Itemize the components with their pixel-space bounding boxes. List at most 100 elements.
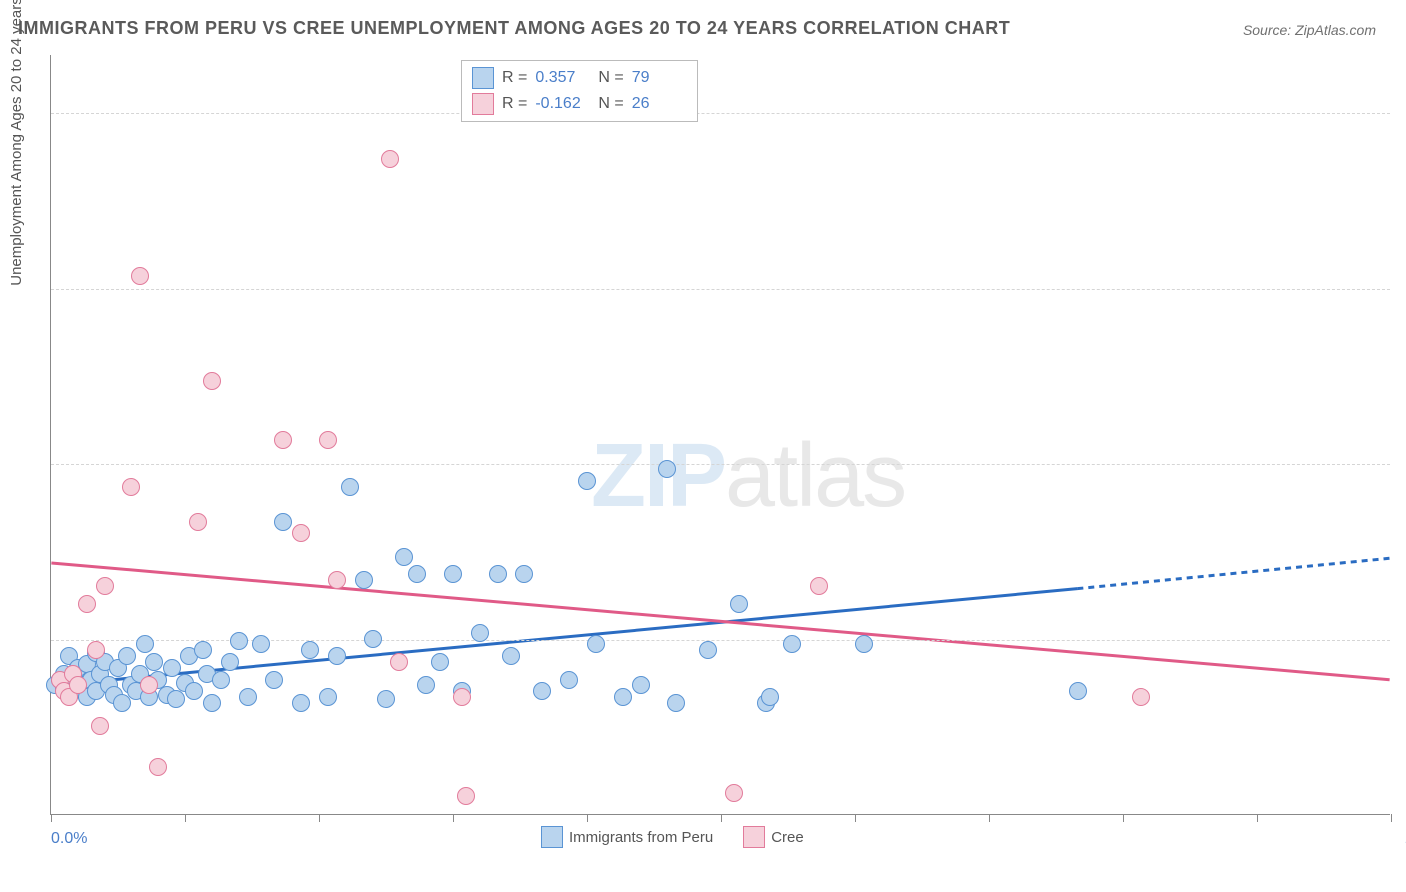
x-tick bbox=[989, 814, 990, 822]
scatter-point bbox=[122, 478, 140, 496]
scatter-point bbox=[87, 641, 105, 659]
watermark: ZIPatlas bbox=[591, 425, 905, 528]
legend-swatch bbox=[472, 93, 494, 115]
scatter-point bbox=[533, 682, 551, 700]
chart-title: IMMIGRANTS FROM PERU VS CREE UNEMPLOYMEN… bbox=[18, 18, 1010, 39]
x-tick bbox=[453, 814, 454, 822]
scatter-point bbox=[515, 565, 533, 583]
scatter-point bbox=[131, 267, 149, 285]
scatter-point bbox=[149, 758, 167, 776]
series-legend-item: Cree bbox=[743, 826, 804, 848]
stats-legend: R =0.357N =79R =-0.162N =26 bbox=[461, 60, 698, 122]
scatter-point bbox=[1069, 682, 1087, 700]
scatter-point bbox=[319, 688, 337, 706]
scatter-point bbox=[390, 653, 408, 671]
x-tick bbox=[51, 814, 52, 822]
series-name: Immigrants from Peru bbox=[569, 829, 713, 846]
scatter-point bbox=[560, 671, 578, 689]
watermark-zip: ZIP bbox=[591, 426, 725, 526]
x-tick bbox=[185, 814, 186, 822]
scatter-point bbox=[91, 717, 109, 735]
x-tick bbox=[855, 814, 856, 822]
source-attribution: Source: ZipAtlas.com bbox=[1243, 22, 1376, 38]
scatter-point bbox=[489, 565, 507, 583]
scatter-point bbox=[328, 647, 346, 665]
legend-swatch bbox=[743, 826, 765, 848]
scatter-point bbox=[725, 784, 743, 802]
scatter-point bbox=[319, 431, 337, 449]
scatter-point bbox=[185, 682, 203, 700]
scatter-point bbox=[355, 571, 373, 589]
trend-line-extrapolated bbox=[1077, 558, 1389, 588]
scatter-point bbox=[118, 647, 136, 665]
legend-swatch bbox=[472, 67, 494, 89]
scatter-point bbox=[381, 150, 399, 168]
plot-area: ZIPatlas 15.0%30.0%45.0%60.0% R =0.357N … bbox=[50, 55, 1390, 815]
n-label: N = bbox=[598, 95, 623, 113]
scatter-point bbox=[292, 694, 310, 712]
scatter-point bbox=[230, 632, 248, 650]
scatter-point bbox=[761, 688, 779, 706]
y-tick-label: 30.0% bbox=[1400, 455, 1406, 473]
scatter-point bbox=[578, 472, 596, 490]
scatter-point bbox=[301, 641, 319, 659]
scatter-point bbox=[699, 641, 717, 659]
n-value: 79 bbox=[632, 69, 687, 87]
r-label: R = bbox=[502, 95, 527, 113]
gridline bbox=[51, 289, 1390, 290]
scatter-point bbox=[395, 548, 413, 566]
scatter-point bbox=[587, 635, 605, 653]
scatter-point bbox=[783, 635, 801, 653]
scatter-point bbox=[614, 688, 632, 706]
scatter-point bbox=[667, 694, 685, 712]
legend-swatch bbox=[541, 826, 563, 848]
scatter-point bbox=[96, 577, 114, 595]
scatter-point bbox=[453, 688, 471, 706]
r-label: R = bbox=[502, 69, 527, 87]
gridline bbox=[51, 464, 1390, 465]
x-tick bbox=[721, 814, 722, 822]
scatter-point bbox=[502, 647, 520, 665]
scatter-point bbox=[471, 624, 489, 642]
stats-legend-row: R =-0.162N =26 bbox=[472, 91, 687, 117]
scatter-point bbox=[163, 659, 181, 677]
scatter-point bbox=[265, 671, 283, 689]
scatter-point bbox=[239, 688, 257, 706]
x-axis-min-label: 0.0% bbox=[51, 830, 87, 848]
scatter-point bbox=[189, 513, 207, 531]
scatter-point bbox=[377, 690, 395, 708]
scatter-point bbox=[292, 524, 310, 542]
scatter-point bbox=[274, 431, 292, 449]
scatter-point bbox=[145, 653, 163, 671]
stats-legend-row: R =0.357N =79 bbox=[472, 65, 687, 91]
x-tick bbox=[587, 814, 588, 822]
scatter-point bbox=[457, 787, 475, 805]
scatter-point bbox=[444, 565, 462, 583]
y-tick-label: 60.0% bbox=[1400, 104, 1406, 122]
scatter-point bbox=[408, 565, 426, 583]
y-tick-label: 15.0% bbox=[1400, 631, 1406, 649]
scatter-point bbox=[1132, 688, 1150, 706]
x-tick bbox=[1123, 814, 1124, 822]
scatter-point bbox=[328, 571, 346, 589]
x-tick bbox=[319, 814, 320, 822]
trend-line bbox=[51, 563, 1389, 680]
scatter-point bbox=[252, 635, 270, 653]
scatter-point bbox=[78, 595, 96, 613]
scatter-point bbox=[194, 641, 212, 659]
series-legend: Immigrants from Peru Cree bbox=[541, 826, 804, 848]
series-name: Cree bbox=[771, 829, 804, 846]
scatter-point bbox=[274, 513, 292, 531]
scatter-point bbox=[140, 676, 158, 694]
scatter-point bbox=[810, 577, 828, 595]
y-axis-label: Unemployment Among Ages 20 to 24 years bbox=[8, 0, 25, 286]
scatter-point bbox=[203, 372, 221, 390]
scatter-point bbox=[341, 478, 359, 496]
n-label: N = bbox=[598, 69, 623, 87]
scatter-point bbox=[203, 694, 221, 712]
r-value: -0.162 bbox=[535, 95, 590, 113]
scatter-point bbox=[417, 676, 435, 694]
scatter-point bbox=[212, 671, 230, 689]
scatter-point bbox=[658, 460, 676, 478]
y-tick-label: 45.0% bbox=[1400, 280, 1406, 298]
